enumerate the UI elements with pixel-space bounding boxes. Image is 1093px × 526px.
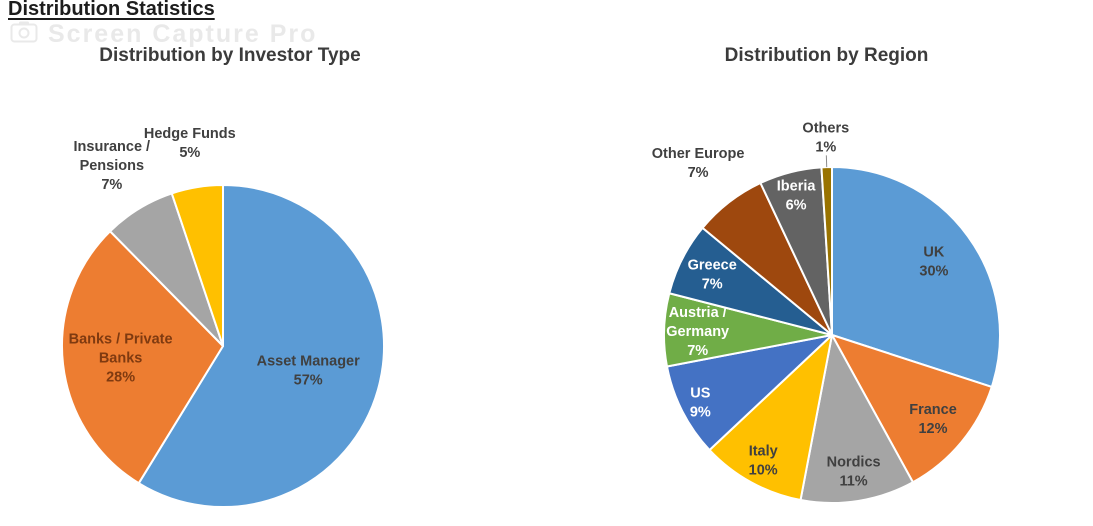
- pie-label-asset-manager: Asset Manager 57%: [257, 354, 361, 389]
- pie-slice-others: [820, 165, 833, 336]
- pie-label-iberia: Iberia 6%: [777, 179, 817, 214]
- pie-label-insurance-pensions: Insurance / Pensions 7%: [74, 139, 151, 193]
- pie-label-banks-private-banks: Banks / Private Banks 28%: [69, 332, 173, 386]
- chart-title-region: Distribution by Region: [724, 45, 929, 66]
- pie-label-others: Others 1%: [802, 120, 849, 155]
- pie-label-other-europe: Other Europe 7%: [652, 146, 745, 181]
- pie-slice-us: [665, 334, 833, 451]
- pie-label-us: US 9%: [690, 386, 711, 421]
- pie-chart-investor-type: Asset Manager 57% Banks / Private Banks 28% I…: [61, 126, 385, 508]
- pie-label-italy: Italy 10%: [749, 444, 778, 479]
- pie-slice-banks-private-banks: [61, 230, 224, 485]
- pie-slice-hedge-funds: [170, 184, 224, 347]
- pie-slice-italy: [708, 334, 833, 502]
- pie-label-austria-germany: Austria / Germany 7%: [666, 305, 729, 359]
- chart-title-investor-type: Distribution by Investor Type: [99, 45, 361, 66]
- pie-label-nordics: Nordics 11%: [827, 455, 881, 490]
- pie-slice-nordics: [799, 334, 914, 504]
- pie-label-france: France 12%: [909, 402, 957, 437]
- pie-slice-uk: [831, 166, 1002, 388]
- pie-chart-region: UK 30% France 12% Nordics 11% Italy 10% US 9% Aust…: [652, 120, 1002, 504]
- pie-label-greece: Greece 7%: [688, 258, 737, 293]
- page-title: Distribution Statistics: [8, 0, 215, 20]
- pie-label-uk: UK 30%: [919, 244, 948, 279]
- screen-capture-icon: [10, 21, 38, 48]
- pie-slice-asset-manager: [137, 184, 385, 508]
- pie-label-hedge-funds: Hedge Funds 5%: [144, 126, 236, 161]
- pie-slice-france: [831, 334, 993, 484]
